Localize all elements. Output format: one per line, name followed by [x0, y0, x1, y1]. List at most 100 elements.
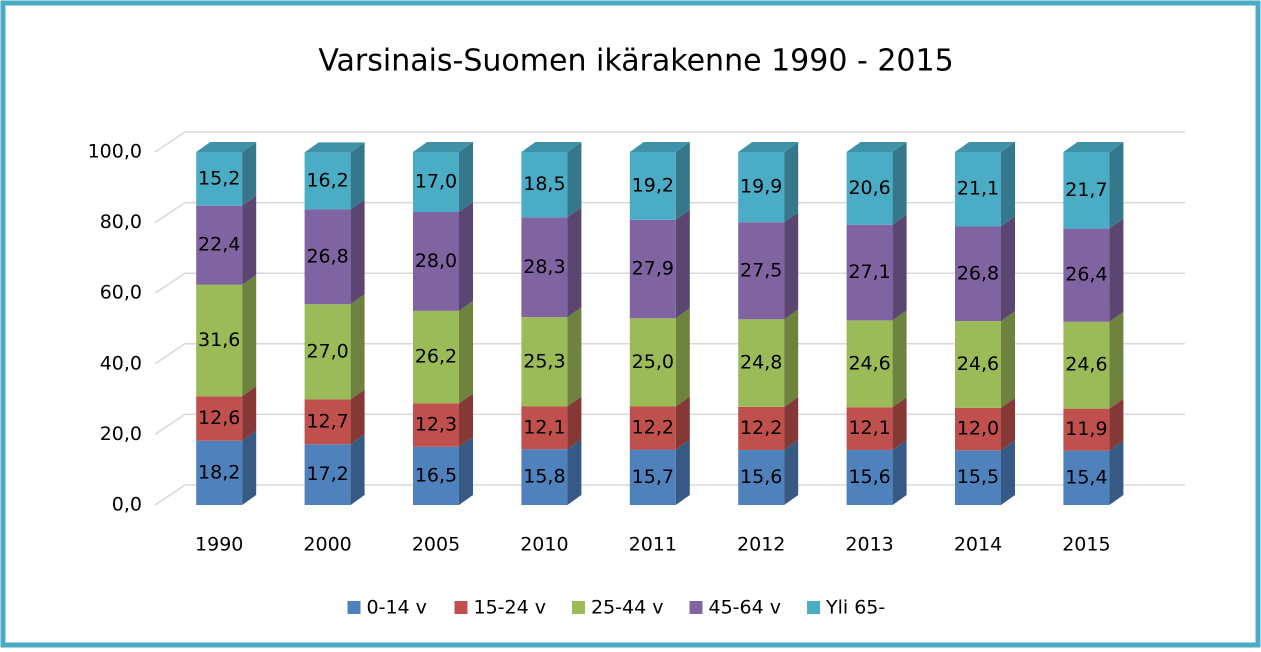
bar-segment: [955, 407, 1001, 451]
bar-side: [350, 199, 365, 305]
bar-segment: [304, 304, 351, 400]
data-label: 12,6: [198, 407, 240, 429]
bar-side: [784, 212, 799, 320]
bar-segment: [629, 219, 676, 319]
bar-segment: [1063, 408, 1110, 451]
bar-side: [784, 309, 799, 407]
bar-segment: [738, 152, 785, 223]
y-tick-label: 100,0: [88, 141, 142, 163]
bar-segment: [955, 226, 1001, 322]
bar-segment: [629, 406, 676, 450]
bar-segment: [413, 152, 459, 213]
x-tick-label: 2000: [303, 534, 351, 556]
bar-side: [459, 393, 473, 447]
bar-side: [459, 202, 473, 311]
bar-side: [892, 439, 907, 505]
y-tick-label: 20,0: [100, 423, 142, 445]
bar-side: [459, 436, 473, 505]
data-label: 24,8: [740, 352, 782, 374]
data-label: 15,2: [198, 167, 240, 189]
bar-top: [846, 142, 907, 152]
bar-side: [350, 389, 365, 445]
bar-side: [459, 300, 473, 404]
bar-side: [675, 396, 690, 450]
bar-side: [567, 142, 582, 218]
bar-segment: [413, 310, 459, 404]
data-label: 17,0: [415, 171, 457, 193]
bar-top: [196, 142, 257, 152]
legend-label: Yli 65-: [825, 597, 885, 619]
bar-segment: [955, 152, 1001, 227]
bar-segment: [521, 152, 568, 218]
data-label: 27,5: [740, 259, 782, 281]
data-label: 26,8: [306, 245, 348, 267]
data-label: 18,2: [198, 461, 240, 483]
data-label: 12,2: [632, 417, 674, 439]
bar-side: [567, 396, 582, 450]
x-tick-label: 2010: [520, 534, 568, 556]
y-tick-label: 40,0: [100, 352, 142, 374]
bar-segment: [1063, 228, 1110, 322]
bar-top: [738, 142, 799, 152]
data-label: 27,0: [306, 340, 348, 362]
x-tick-label: 2014: [954, 534, 1002, 556]
legend-swatch: [689, 601, 703, 614]
data-label: 12,1: [523, 416, 565, 438]
bar-side: [784, 396, 799, 450]
legend-swatch: [454, 601, 468, 614]
data-label: 18,5: [523, 173, 565, 195]
bar-side: [567, 207, 582, 318]
data-label: 25,0: [632, 351, 674, 373]
bar-side: [350, 434, 365, 505]
data-label: 28,0: [415, 250, 457, 272]
bar-side: [892, 214, 907, 321]
bar-side: [1001, 397, 1015, 451]
y-tick-label: 60,0: [100, 282, 142, 304]
bar-top: [955, 142, 1015, 152]
bar-segment: [413, 403, 459, 447]
data-label: 17,2: [306, 463, 348, 485]
data-label: 24,6: [957, 353, 999, 375]
data-label: 16,5: [415, 464, 457, 486]
bar-segment: [738, 319, 785, 407]
data-label: 15,4: [1065, 466, 1107, 488]
bar-segment: [1063, 321, 1110, 409]
data-label: 12,0: [957, 418, 999, 440]
bar-side: [1001, 440, 1015, 505]
data-label: 28,3: [523, 256, 565, 278]
bar-side: [1109, 142, 1124, 229]
data-label: 19,9: [740, 176, 782, 198]
bar-segment: [521, 449, 568, 505]
grid-line: [154, 131, 1185, 153]
bar-segment: [846, 152, 893, 225]
data-label: 15,6: [740, 466, 782, 488]
data-label: 12,3: [415, 414, 457, 436]
bar-segment: [955, 450, 1001, 505]
bar-segment: [1063, 152, 1110, 229]
bar-top: [521, 142, 582, 152]
bar-side: [892, 142, 907, 225]
bar-segment: [196, 440, 243, 505]
bar-side: [459, 142, 473, 213]
data-label: 26,2: [415, 346, 457, 368]
bar-side: [567, 439, 582, 505]
data-label: 24,6: [848, 352, 890, 374]
data-label: 26,4: [1065, 264, 1107, 286]
data-label: 15,6: [848, 466, 890, 488]
bar-segment: [629, 318, 676, 407]
legend-label: 25-44 v: [591, 597, 664, 619]
bar-segment: [304, 152, 351, 210]
data-label: 26,8: [957, 262, 999, 284]
bar-side: [784, 142, 799, 223]
data-label: 12,1: [848, 417, 890, 439]
bar-segment: [413, 446, 459, 505]
data-label: 31,6: [198, 329, 240, 351]
bar-side: [350, 294, 365, 400]
bar-segment: [1063, 450, 1110, 505]
x-tick-label: 2013: [845, 534, 893, 556]
x-tick-label: 2011: [629, 534, 677, 556]
bar-side: [242, 195, 257, 285]
bar-side: [242, 386, 257, 441]
bar-segment: [304, 444, 351, 505]
